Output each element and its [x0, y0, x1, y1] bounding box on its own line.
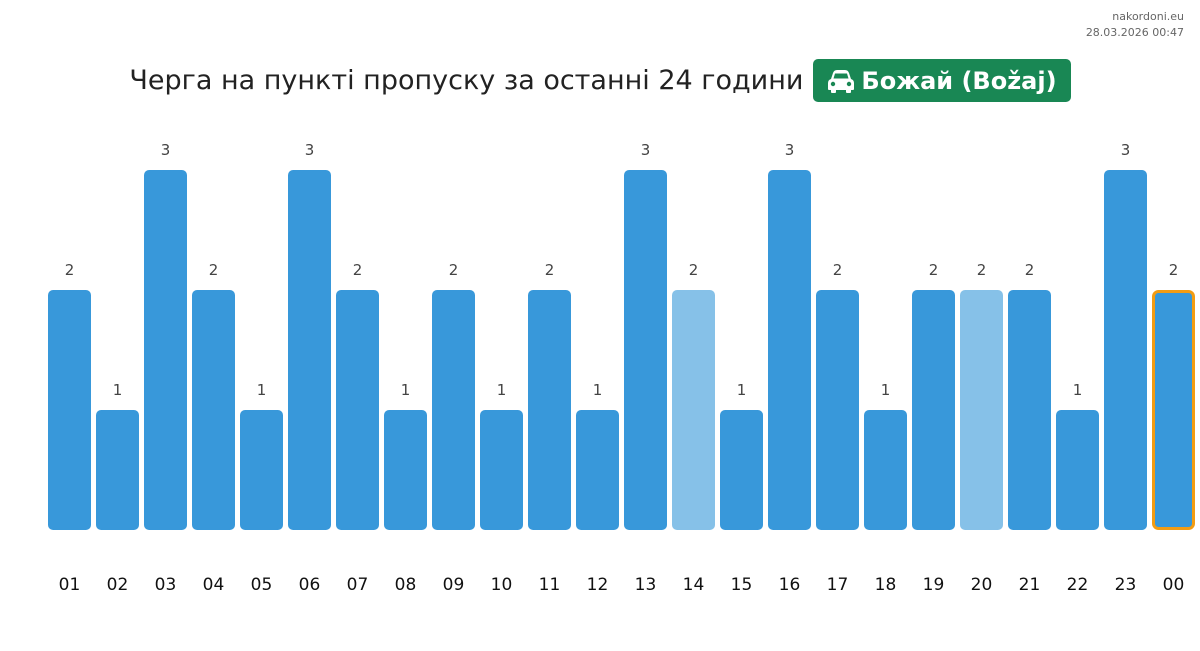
bar-21[interactable]	[1008, 290, 1051, 530]
tick-label-07: 07	[347, 575, 369, 595]
checkpoint-name: Божай (Božaj)	[861, 66, 1057, 95]
bar-06[interactable]	[288, 170, 331, 530]
value-label-06: 3	[305, 141, 315, 159]
bar-19[interactable]	[912, 290, 955, 530]
value-label-09: 2	[449, 261, 459, 279]
bar-20[interactable]	[960, 290, 1003, 530]
tick-label-22: 22	[1067, 575, 1089, 595]
bar-18[interactable]	[864, 410, 907, 530]
bar-12[interactable]	[576, 410, 619, 530]
value-label-13: 3	[641, 141, 651, 159]
tick-label-06: 06	[299, 575, 321, 595]
value-label-01: 2	[65, 261, 75, 279]
tick-label-10: 10	[491, 575, 513, 595]
value-label-07: 2	[353, 261, 363, 279]
bar-05[interactable]	[240, 410, 283, 530]
value-label-17: 2	[833, 261, 843, 279]
value-label-14: 2	[689, 261, 699, 279]
tick-label-04: 04	[203, 575, 225, 595]
value-label-21: 2	[1025, 261, 1035, 279]
value-label-02: 1	[113, 381, 123, 399]
bar-01[interactable]	[48, 290, 91, 530]
value-label-05: 1	[257, 381, 267, 399]
tick-label-18: 18	[875, 575, 897, 595]
bar-14[interactable]	[672, 290, 715, 530]
tick-label-14: 14	[683, 575, 705, 595]
bar-17[interactable]	[816, 290, 859, 530]
value-label-19: 2	[929, 261, 939, 279]
bar-13[interactable]	[624, 170, 667, 530]
tick-label-15: 15	[731, 575, 753, 595]
value-label-18: 1	[881, 381, 891, 399]
bar-23[interactable]	[1104, 170, 1147, 530]
value-label-00: 2	[1169, 261, 1179, 279]
tick-label-16: 16	[779, 575, 801, 595]
bar-00[interactable]	[1152, 290, 1195, 530]
tick-label-03: 03	[155, 575, 177, 595]
bar-16[interactable]	[768, 170, 811, 530]
bar-15[interactable]	[720, 410, 763, 530]
value-label-12: 1	[593, 381, 603, 399]
value-label-16: 3	[785, 141, 795, 159]
bar-03[interactable]	[144, 170, 187, 530]
tick-label-21: 21	[1019, 575, 1041, 595]
value-label-22: 1	[1073, 381, 1083, 399]
bar-22[interactable]	[1056, 410, 1099, 530]
value-label-03: 3	[161, 141, 171, 159]
tick-label-02: 02	[107, 575, 129, 595]
value-label-15: 1	[737, 381, 747, 399]
value-label-08: 1	[401, 381, 411, 399]
value-label-23: 3	[1121, 141, 1131, 159]
tick-label-00: 00	[1163, 575, 1185, 595]
chart-header: Черга на пункті пропуску за останні 24 г…	[0, 59, 1200, 102]
site-info: nakordoni.eu 28.03.2026 00:47	[1086, 9, 1184, 41]
bar-04[interactable]	[192, 290, 235, 530]
tick-label-05: 05	[251, 575, 273, 595]
tick-label-11: 11	[539, 575, 561, 595]
bar-08[interactable]	[384, 410, 427, 530]
bar-11[interactable]	[528, 290, 571, 530]
bar-07[interactable]	[336, 290, 379, 530]
bar-09[interactable]	[432, 290, 475, 530]
site-domain: nakordoni.eu	[1112, 10, 1184, 23]
bar-02[interactable]	[96, 410, 139, 530]
tick-label-23: 23	[1115, 575, 1137, 595]
value-label-10: 1	[497, 381, 507, 399]
car-icon	[828, 69, 855, 93]
site-timestamp: 28.03.2026 00:47	[1085, 26, 1184, 39]
chart-title: Черга на пункті пропуску за останні 24 г…	[129, 65, 804, 96]
tick-label-01: 01	[59, 575, 81, 595]
tick-label-17: 17	[827, 575, 849, 595]
tick-label-13: 13	[635, 575, 657, 595]
value-label-04: 2	[209, 261, 219, 279]
tick-label-20: 20	[971, 575, 993, 595]
tick-label-12: 12	[587, 575, 609, 595]
bar-10[interactable]	[480, 410, 523, 530]
value-label-11: 2	[545, 261, 555, 279]
checkpoint-badge[interactable]: Божай (Božaj)	[813, 59, 1071, 102]
tick-label-09: 09	[443, 575, 465, 595]
tick-label-08: 08	[395, 575, 417, 595]
value-label-20: 2	[977, 261, 987, 279]
tick-label-19: 19	[923, 575, 945, 595]
